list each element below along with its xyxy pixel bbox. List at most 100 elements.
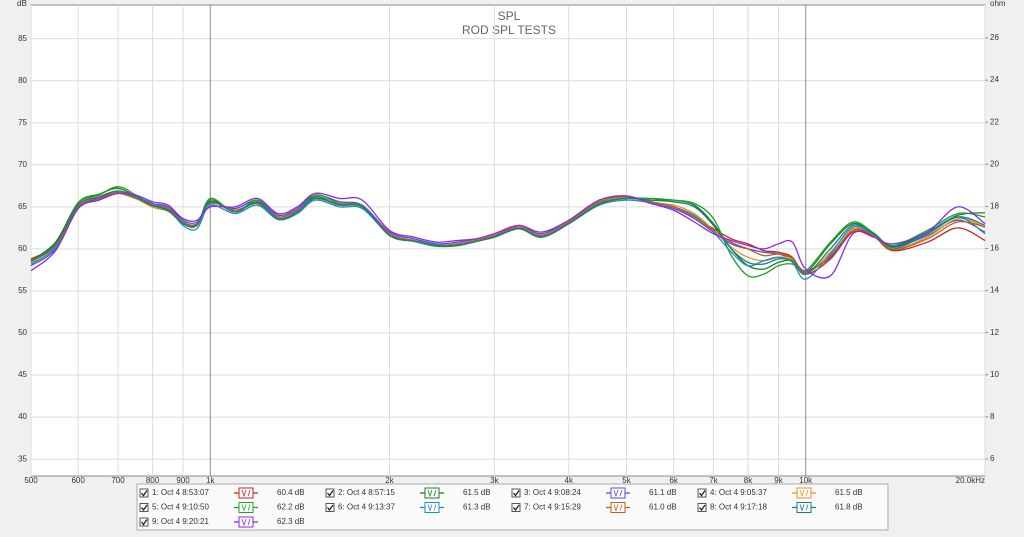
legend-checkbox[interactable] xyxy=(511,503,521,512)
x-tick-label: 600 xyxy=(71,476,85,485)
y-tick-label: 85 xyxy=(18,34,27,43)
legend-label: 4: Oct 4 9:05:37 xyxy=(710,488,767,497)
legend-smoothing-icon[interactable] xyxy=(238,502,254,513)
legend-label: 5: Oct 4 9:10:50 xyxy=(152,503,209,512)
y2-tick-label: 22 xyxy=(990,117,999,126)
series-line xyxy=(30,191,986,274)
x-tick-label: 3k xyxy=(490,476,499,485)
y-tick-label: 70 xyxy=(18,160,27,169)
legend-level: 61.8 dB xyxy=(835,503,863,512)
legend-smoothing-icon[interactable] xyxy=(796,487,812,499)
legend-icon-glyph xyxy=(427,504,437,512)
y-tick-label: 80 xyxy=(18,76,27,85)
legend-check[interactable] xyxy=(512,504,520,512)
x-tick-label: 800 xyxy=(146,476,160,485)
legend-level: 61.1 dB xyxy=(649,488,677,497)
legend-checkbox[interactable] xyxy=(325,503,335,512)
x-tick-label: 6k xyxy=(669,476,678,485)
legend-label: 7: Oct 4 9:15:29 xyxy=(524,503,581,512)
y-tick-label: 65 xyxy=(18,202,27,211)
legend-check[interactable] xyxy=(512,490,520,497)
y2-tick-label: 6 xyxy=(990,454,995,463)
legend-check[interactable] xyxy=(326,504,334,512)
x-tick-label: 700 xyxy=(111,476,125,485)
y2-tick-label: 24 xyxy=(990,75,999,84)
legend-label: 8: Oct 4 9:17:18 xyxy=(710,503,767,512)
legend-checkbox[interactable] xyxy=(697,503,707,512)
y-tick-label: 50 xyxy=(18,328,27,337)
y-tick-label: 45 xyxy=(18,370,27,379)
legend-level: 62.3 dB xyxy=(277,517,305,526)
plot-area xyxy=(30,4,986,477)
legend-checkbox[interactable] xyxy=(139,488,149,498)
y-tick-label: 75 xyxy=(18,118,27,127)
legend-smoothing-icon[interactable] xyxy=(238,516,254,528)
y2-axis-label: ohm xyxy=(990,0,1006,8)
legend-check[interactable] xyxy=(140,519,148,526)
y-tick-label: 55 xyxy=(18,286,27,295)
x-tick-label: 5k xyxy=(622,476,631,485)
x-tick-label: 4k xyxy=(565,476,574,485)
y-tick-label: 35 xyxy=(18,454,27,463)
legend-label: 2: Oct 4 8:57:15 xyxy=(338,488,395,497)
legend-icon-glyph xyxy=(799,489,809,498)
legend-level: 61.3 dB xyxy=(463,503,491,512)
legend-level: 61.0 dB xyxy=(649,503,677,512)
legend-label: 9: Oct 4 9:20:21 xyxy=(152,517,209,526)
legend-icon-glyph xyxy=(613,504,623,512)
y2-tick-label: 14 xyxy=(990,286,999,295)
legend-icon-glyph xyxy=(241,518,251,527)
legend-checkbox[interactable] xyxy=(139,517,149,527)
legend-icon-glyph xyxy=(799,504,809,512)
chart-subtitle: ROD SPL TESTS xyxy=(462,23,556,37)
y-axis-label: dB xyxy=(17,0,27,8)
legend-checkbox[interactable] xyxy=(511,488,521,498)
y2-tick-label: 10 xyxy=(990,370,999,379)
legend-label: 6: Oct 4 9:13:37 xyxy=(338,503,395,512)
legend-icon-glyph xyxy=(427,489,437,498)
legend-smoothing-icon[interactable] xyxy=(610,502,626,513)
x-tick-label: 2k xyxy=(385,476,394,485)
x-tick-label: 9k xyxy=(774,476,783,485)
y-tick-label: 60 xyxy=(18,244,27,253)
x-tick-label: 7k xyxy=(709,476,718,485)
legend-smoothing-icon[interactable] xyxy=(796,502,812,513)
legend-level: 61.5 dB xyxy=(463,488,491,497)
x-tick-label: 8k xyxy=(744,476,753,485)
legend-level: 62.2 dB xyxy=(277,503,305,512)
x-tick-label: 1k xyxy=(206,476,215,485)
legend-label: 3: Oct 4 9:08:24 xyxy=(524,488,581,497)
legend-icon-glyph xyxy=(613,489,623,498)
legend-checkbox[interactable] xyxy=(139,503,149,512)
legend-check[interactable] xyxy=(140,504,148,512)
legend-icon-glyph xyxy=(241,489,251,498)
y2-tick-label: 26 xyxy=(990,33,999,42)
x-tick-label: 500 xyxy=(24,476,38,485)
y2-tick-label: 8 xyxy=(990,412,995,421)
legend-check[interactable] xyxy=(140,490,148,497)
legend-smoothing-icon[interactable] xyxy=(424,502,440,513)
legend-check[interactable] xyxy=(326,490,334,497)
legend-smoothing-icon[interactable] xyxy=(610,487,626,499)
legend-checkbox[interactable] xyxy=(325,488,335,498)
legend-icon-glyph xyxy=(241,504,251,512)
series-line xyxy=(30,192,986,279)
chart-title: SPL xyxy=(498,9,521,23)
y2-tick-label: 20 xyxy=(990,159,999,168)
legend-level: 60.4 dB xyxy=(277,488,305,497)
y2-tick-label: 12 xyxy=(990,328,999,337)
legend-smoothing-icon[interactable] xyxy=(238,487,254,499)
y2-tick-label: 16 xyxy=(990,244,999,253)
y-tick-label: 40 xyxy=(18,412,27,421)
legend-check[interactable] xyxy=(698,490,706,497)
y2-tick-label: 18 xyxy=(990,202,999,211)
legend-check[interactable] xyxy=(698,504,706,512)
legend-checkbox[interactable] xyxy=(697,488,707,498)
legend-smoothing-icon[interactable] xyxy=(424,487,440,499)
x-tick-label: 900 xyxy=(176,476,190,485)
legend-label: 1: Oct 4 8:53:07 xyxy=(152,488,209,497)
legend-level: 61.5 dB xyxy=(835,488,863,497)
x-tick-label: 10k xyxy=(799,476,813,485)
x-tick-label: 20.0kHz xyxy=(956,476,985,485)
